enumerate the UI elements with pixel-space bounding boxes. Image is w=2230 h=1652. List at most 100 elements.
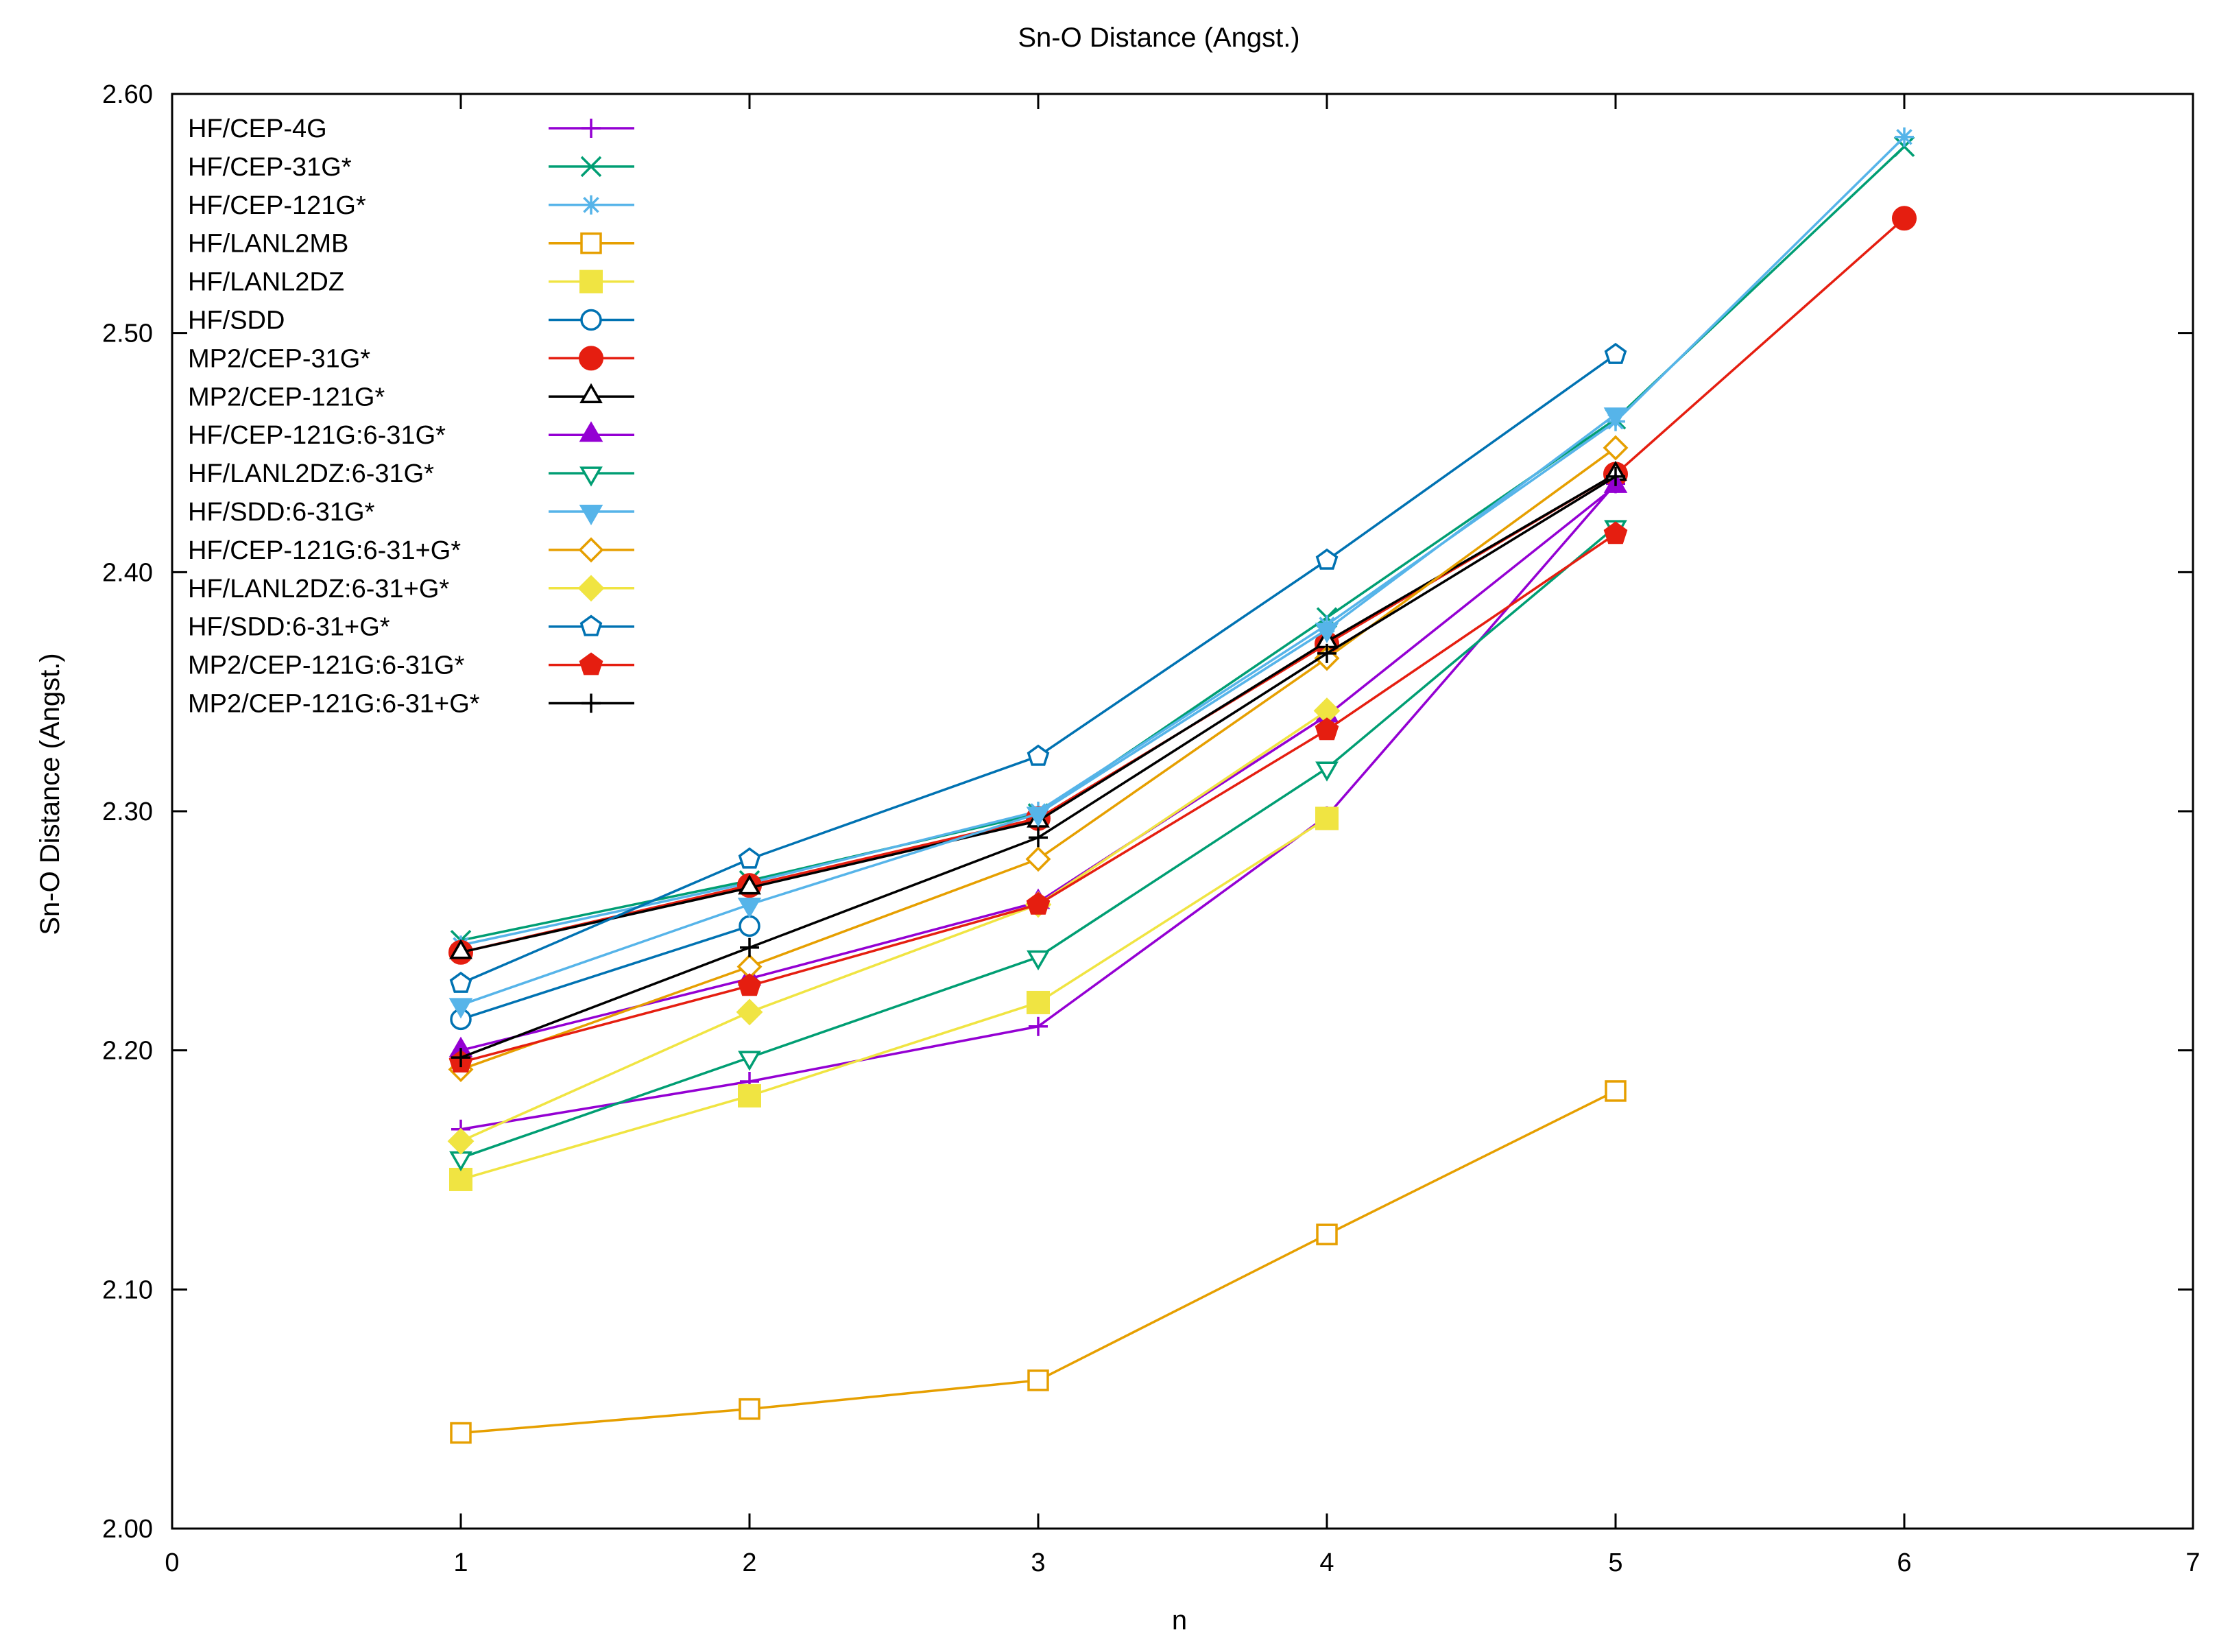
legend-marker: [580, 232, 602, 254]
data-point: [740, 937, 759, 957]
legend-item: HF/CEP-121G:6-31+G*: [188, 536, 634, 565]
y-tick-label: 2.20: [102, 1037, 153, 1066]
legend-marker: [582, 693, 601, 713]
data-point: [736, 998, 763, 1026]
series-10: [448, 407, 1628, 1019]
data-point: [1603, 407, 1628, 429]
data-point: [1315, 548, 1339, 570]
data-point: [739, 1398, 760, 1420]
data-point: [1029, 1016, 1048, 1036]
series-4: [449, 806, 1339, 1191]
series-line: [460, 924, 750, 1021]
data-point: [1025, 846, 1051, 872]
data-point: [449, 1151, 472, 1172]
legend-marker: [577, 575, 605, 602]
legend-marker: [579, 614, 603, 636]
legend-item: HF/LANL2DZ:6-31+G*: [188, 575, 634, 603]
legend-marker: [579, 383, 603, 404]
data-point: [1892, 206, 1917, 231]
legend-marker: [578, 537, 604, 563]
x-axis-label: n: [1172, 1605, 1187, 1636]
legend-item: HF/SDD: [188, 307, 634, 335]
data-point: [1603, 521, 1628, 544]
series-line: [460, 533, 1616, 1064]
legend-label: HF/CEP-121G:6-31G*: [188, 421, 446, 450]
legend-label: HF/CEP-121G:6-31+G*: [188, 536, 461, 565]
legend-label: HF/SDD: [188, 307, 285, 335]
x-tick-label: 7: [2185, 1548, 2200, 1577]
data-point: [1026, 806, 1051, 828]
series-line: [460, 145, 1906, 942]
series-13: [449, 342, 1627, 993]
series-6: [448, 206, 1917, 965]
data-point: [1895, 127, 1914, 147]
axis-ticks: 0 1 2 3 4 5 6 7 2.00 2.10 2.20 2.30 2.40 2.50 2.60: [102, 80, 2201, 1577]
data-point: [449, 971, 472, 993]
data-point: [739, 915, 760, 937]
legend: HF/CEP-4G HF/CEP-31G* HF/CEP-121G* HF/LANL2…: [188, 115, 634, 719]
data-point: [738, 874, 761, 895]
series-3: [450, 1080, 1627, 1444]
legend-item: MP2/CEP-121G:6-31G*: [188, 651, 634, 680]
legend-item: HF/CEP-121G:6-31G*: [188, 421, 634, 450]
legend-item: HF/LANL2DZ: [188, 268, 634, 297]
data-point: [448, 998, 473, 1019]
legend-marker: [582, 195, 601, 215]
legend-marker: [580, 309, 602, 331]
data-point: [738, 1084, 761, 1108]
y-tick-label: 2.10: [102, 1276, 153, 1304]
series-2: [451, 127, 1914, 955]
y-tick-label: 2.40: [102, 558, 153, 587]
data-point: [1027, 744, 1050, 766]
data-point: [1315, 717, 1339, 741]
data-point: [1315, 623, 1339, 644]
data-point: [450, 1422, 472, 1444]
data-point: [1316, 1223, 1338, 1245]
data-point: [1603, 435, 1629, 461]
y-tick-label: 2.60: [102, 80, 153, 109]
legend-label: MP2/CEP-121G:6-31+G*: [188, 690, 480, 719]
data-point: [737, 973, 762, 996]
legend-marker: [579, 652, 603, 675]
series-14: [448, 521, 1628, 1073]
series-1: [450, 136, 1915, 951]
legend-item: HF/SDD:6-31+G*: [188, 613, 634, 642]
y-tick-label: 2.00: [102, 1515, 153, 1544]
data-point: [1026, 891, 1051, 915]
data-point: [447, 1127, 475, 1155]
legend-item: HF/CEP-4G: [188, 115, 634, 143]
legend-marker: [579, 505, 603, 526]
legend-label: HF/LANL2DZ: [188, 268, 344, 297]
legend-marker: [579, 421, 603, 442]
data-point: [1315, 761, 1339, 782]
y-tick-label: 2.30: [102, 798, 153, 826]
x-tick-label: 4: [1319, 1548, 1334, 1577]
data-point: [1027, 990, 1050, 1014]
series-line: [460, 136, 1906, 946]
plot-frame: [171, 93, 2194, 1530]
data-point: [1315, 806, 1339, 830]
legend-label: MP2/CEP-121G:6-31G*: [188, 651, 465, 680]
legend-marker: [579, 270, 603, 294]
legend-label: HF/LANL2MB: [188, 230, 348, 259]
legend-item: HF/LANL2DZ:6-31G*: [188, 459, 634, 488]
legend-label: HF/SDD:6-31G*: [188, 498, 375, 527]
legend-item: MP2/CEP-121G:6-31+G*: [188, 690, 634, 719]
data-point: [737, 897, 762, 918]
legend-item: HF/CEP-31G*: [188, 153, 634, 182]
data-point: [451, 1048, 470, 1068]
x-tick-label: 6: [1897, 1548, 1911, 1577]
x-tick-label: 3: [1031, 1548, 1045, 1577]
data-point: [1027, 950, 1050, 971]
series-layer: [447, 127, 1917, 1444]
legend-label: HF/CEP-121G*: [188, 191, 366, 220]
legend-marker: [580, 156, 602, 178]
legend-item: HF/LANL2MB: [188, 230, 634, 259]
legend-label: HF/SDD:6-31+G*: [188, 613, 390, 642]
chart-title: Sn-O Distance (Angst.): [1018, 23, 1299, 53]
legend-label: MP2/CEP-31G*: [188, 344, 370, 373]
legend-label: HF/LANL2DZ:6-31G*: [188, 459, 434, 488]
legend-label: MP2/CEP-121G*: [188, 383, 385, 411]
legend-label: HF/CEP-31G*: [188, 153, 352, 182]
